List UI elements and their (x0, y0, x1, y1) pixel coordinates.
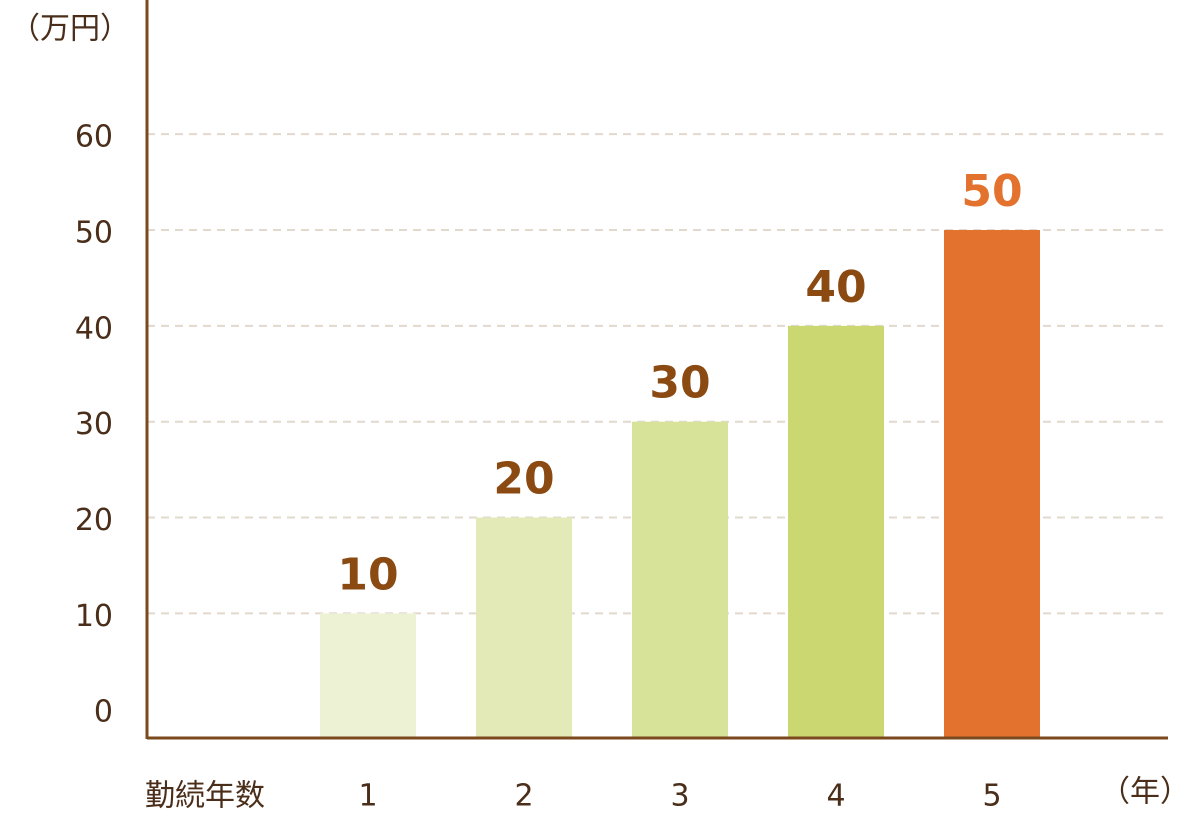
x-axis-label: 勤続年数 (145, 779, 265, 814)
y-tick-label: 30 (75, 407, 113, 442)
y-tick-label: 50 (75, 216, 113, 251)
value-label: 10 (337, 549, 398, 600)
bar (320, 613, 416, 738)
y-tick-label: 60 (75, 120, 113, 155)
x-unit: （年） (1100, 775, 1190, 810)
value-label: 20 (493, 454, 554, 505)
y-tick-label: 40 (75, 311, 113, 346)
value-label: 30 (649, 358, 710, 409)
x-tick-label: 2 (514, 779, 533, 814)
x-tick-label: 1 (358, 779, 377, 814)
x-tick-label: 5 (982, 779, 1001, 814)
bar (632, 421, 728, 738)
y-tick-label: 20 (75, 503, 113, 538)
bar (944, 230, 1040, 738)
bar (476, 517, 572, 738)
value-label: 40 (805, 262, 866, 313)
y-unit: （万円） (10, 12, 130, 47)
x-tick-label: 3 (670, 779, 689, 814)
y-tick-label: 10 (75, 599, 113, 634)
y-tick-label: 0 (94, 695, 113, 730)
bar (788, 325, 884, 738)
x-tick-label: 4 (826, 779, 845, 814)
value-label: 50 (961, 166, 1022, 217)
